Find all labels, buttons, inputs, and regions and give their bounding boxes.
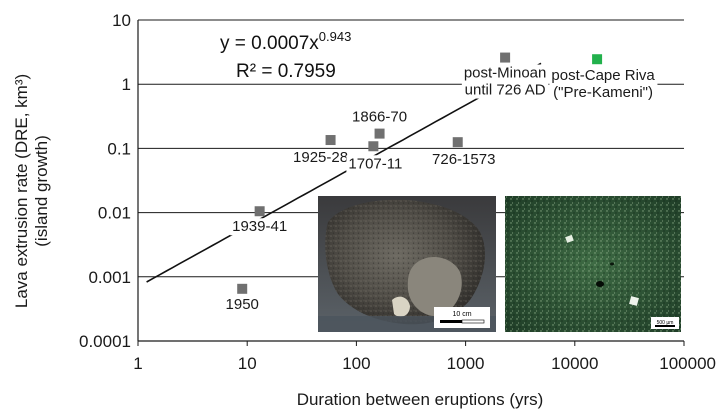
data-point — [368, 141, 379, 152]
label-backing — [461, 64, 549, 99]
y-tick-label: 1 — [122, 75, 131, 94]
r-squared-text: R² = 0.7959 — [236, 61, 336, 82]
thin-section-scale-label: 500 µm — [657, 320, 674, 326]
data-point — [374, 128, 385, 139]
point-label: 1939-41 — [232, 218, 287, 235]
x-tick-label: 1 — [133, 354, 142, 373]
svg-text:y = 0.0007x0.943: y = 0.0007x0.943 — [220, 29, 351, 54]
y-axis-title: Lava extrusion rate (DRE, km³) (island g… — [12, 74, 51, 308]
thin-section-photo-inset: 500 µm — [505, 196, 681, 332]
axes — [137, 20, 685, 346]
y-tick-label: 0.01 — [98, 204, 131, 223]
label-backing — [430, 151, 498, 169]
label-backing — [230, 218, 290, 236]
x-tick-label: 100000 — [659, 354, 716, 373]
label-backing — [291, 149, 351, 167]
point-labels: 1950 1939-41 1925-28 1707-11 1866-70 726-1573… — [223, 64, 658, 313]
x-tick-label: 100 — [342, 354, 370, 373]
point-label: 1707-11 — [348, 155, 402, 172]
label-backing — [549, 67, 658, 102]
x-tick-label: 10000 — [551, 354, 598, 373]
regression-equation: y = 0.0007x0.943 R² = 0.7959 — [220, 29, 351, 82]
x-axis-title: Duration between eruptions (yrs) — [297, 390, 544, 409]
y-tick-label: 10 — [112, 11, 131, 30]
equation-text: y = 0.0007x — [220, 33, 319, 54]
label-backing — [346, 155, 405, 173]
label-backing — [223, 295, 261, 313]
equation-exponent: 0.943 — [319, 29, 352, 44]
point-label: 1866-70 — [352, 109, 407, 126]
label-backing — [350, 108, 410, 126]
y-axis-title-line2: (island growth) — [32, 135, 51, 247]
data-point — [452, 137, 463, 148]
data-point — [237, 283, 248, 294]
data-point — [254, 206, 265, 217]
x-tick-label: 10 — [238, 354, 257, 373]
y-tick-label: 0.1 — [107, 139, 131, 158]
x-tick-labels: 1 10 100 1000 10000 100000 — [133, 354, 716, 373]
point-label: 1925-28 — [293, 149, 348, 166]
point-label: post-Cape Riva ("Pre-Kameni") — [551, 67, 655, 101]
x-tick-label: 1000 — [447, 354, 485, 373]
rock-photo-inset: 10 cm — [318, 196, 496, 332]
y-tick-label: 0.001 — [88, 268, 131, 287]
rock-scale-label: 10 cm — [452, 311, 471, 318]
point-label: 726-1573 — [432, 151, 495, 168]
y-tick-labels: 0.0001 0.001 0.01 0.1 1 10 — [79, 11, 131, 351]
point-label: post-Minoan until 726 AD — [464, 65, 547, 99]
y-axis-title-line1: Lava extrusion rate (DRE, km³) — [12, 74, 31, 308]
y-tick-label: 0.0001 — [79, 332, 131, 351]
data-points — [237, 52, 603, 294]
data-point — [500, 52, 511, 63]
data-point — [592, 54, 603, 65]
point-label: 1950 — [226, 296, 259, 313]
trendline — [146, 62, 542, 283]
data-point — [325, 135, 336, 146]
